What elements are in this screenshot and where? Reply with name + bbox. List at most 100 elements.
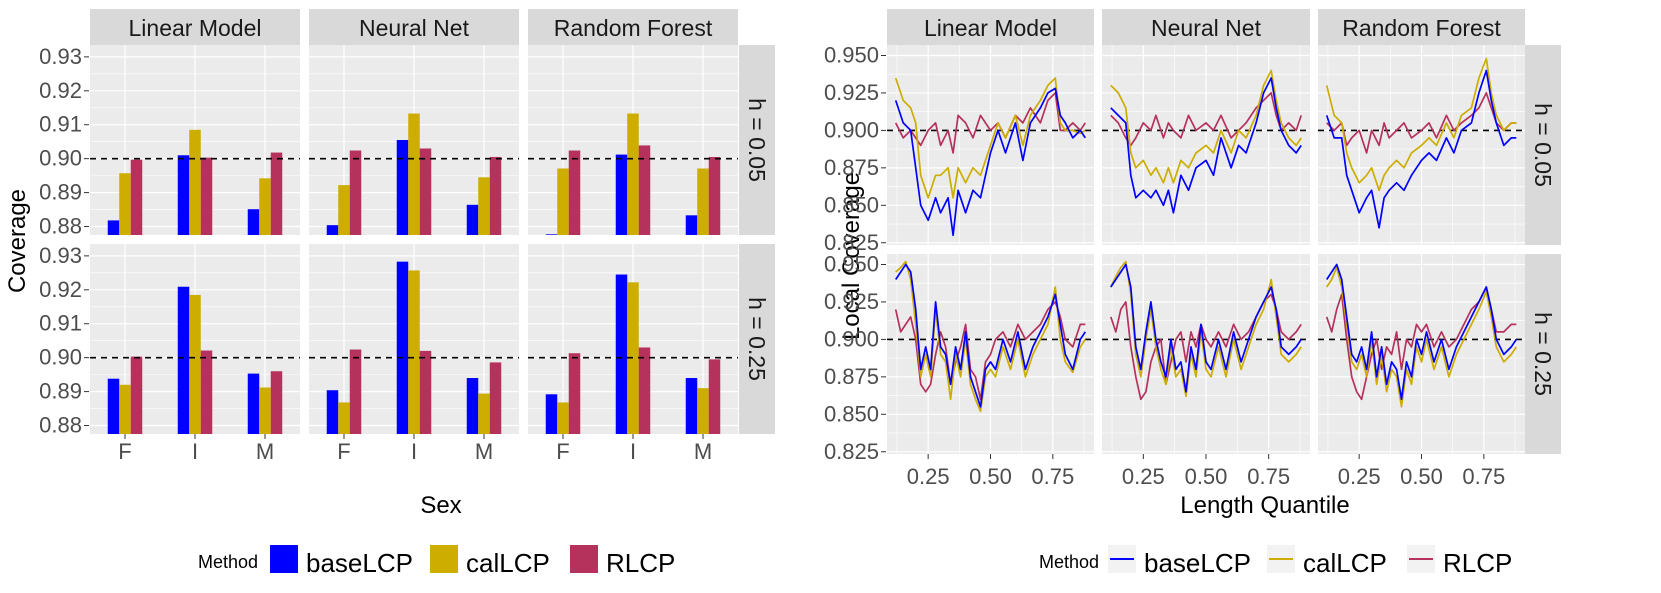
bar-callcp-f: [119, 384, 131, 434]
bar-callcp-m: [478, 177, 490, 235]
bar-rlcp-m: [270, 371, 283, 434]
bar-strip-col-label-linear-model: Linear Model: [129, 15, 262, 41]
bar-y-tick-label: 0.90: [39, 345, 82, 370]
bar-baselcp-f: [107, 220, 120, 235]
bar-callcp-i: [627, 113, 639, 235]
bar-strip-row-h-0-05: [739, 45, 775, 235]
line-series-baselcp: [894, 87, 1087, 237]
line-legend-title: Method: [1039, 552, 1099, 572]
line-legend-label-calLCP: calLCP: [1303, 548, 1387, 578]
line-y-tick-label: 0.900: [824, 326, 879, 351]
bar-y-tick-label: 0.88: [39, 413, 82, 438]
line-x-tick-label: 0.50: [969, 464, 1012, 489]
bar-callcp-m: [697, 168, 709, 235]
bar-rlcp-f: [130, 356, 143, 434]
line-x-tick-label: 0.50: [1185, 464, 1228, 489]
line-x-tick-label: 0.75: [1031, 464, 1074, 489]
bar-rlcp-i: [419, 148, 432, 235]
bar-panel-h-0-05-linear-model: [90, 45, 300, 235]
bar-baselcp-f: [326, 390, 339, 434]
line-panel-h-0-05-neural-net: [1102, 45, 1310, 245]
bar-rlcp-i: [200, 157, 213, 235]
line-panel-h-0-25-random-forest: 0.25 0.50 0.75: [1318, 254, 1525, 489]
bar-baselcp-f: [107, 378, 120, 434]
bar-baselcp-f: [326, 225, 339, 235]
bar-strip-col-label-neural-net: Neural Net: [359, 15, 470, 41]
line-x-tick-label: 0.75: [1462, 464, 1505, 489]
bar-x-tick-label-m: M: [256, 439, 274, 464]
line-x-tick-label: 0.25: [907, 464, 950, 489]
bar-rlcp-i: [419, 350, 432, 434]
line-x-axis-title: Length Quantile: [1180, 492, 1349, 519]
bar-strip-col-linear-model: [90, 9, 300, 45]
bar-callcp-m: [697, 388, 709, 434]
bar-y-axis-title: Coverage: [4, 189, 31, 293]
bar-y-tick-label: 0.89: [39, 379, 82, 404]
bar-rlcp-m: [489, 156, 502, 235]
bar-rlcp-f: [349, 150, 362, 235]
bar-y-tick-label: 0.89: [39, 180, 82, 205]
bar-rlcp-m: [489, 362, 502, 434]
bar-x-tick-label-f: F: [118, 439, 131, 464]
line-series-callcp: [1325, 57, 1517, 192]
bar-rlcp-f: [568, 353, 581, 434]
line-y-tick-label: 0.950: [824, 251, 879, 276]
bar-baselcp-i: [396, 140, 409, 235]
line-x-tick-label: 0.25: [1338, 464, 1381, 489]
line-panel-h-0-05-random-forest: [1318, 45, 1525, 245]
line-strip-col-neural-net: [1102, 9, 1310, 45]
line-series-baselcp: [1325, 263, 1518, 401]
bar-callcp-f: [557, 168, 569, 235]
line-y-tick-label: 0.825: [824, 230, 879, 255]
line-strip-row-h-0-05: [1525, 45, 1561, 245]
bar-facets: Linear Model Neural Net Random Forest h = 0…: [39, 9, 775, 464]
line-strip-col-label-random-forest: Random Forest: [1342, 15, 1501, 41]
bar-callcp-m: [478, 393, 490, 434]
bar-legend-label-RLCP: RLCP: [606, 548, 675, 578]
bar-baselcp-m: [466, 204, 479, 235]
bar-chart: Coverage Sex Method baseLCP calLCP RLCP …: [4, 9, 775, 578]
line-y-tick-label: 0.875: [824, 155, 879, 180]
bar-x-tick-label-m: M: [475, 439, 493, 464]
bar-callcp-f: [557, 402, 569, 434]
bar-panel-h-0-05-neural-net: [309, 45, 519, 235]
line-panel-h-0-25-neural-net: 0.25 0.50 0.75: [1102, 254, 1310, 489]
bar-baselcp-m: [466, 378, 479, 434]
bar-rlcp-m: [708, 156, 721, 235]
bar-rlcp-m: [708, 359, 721, 434]
bar-strip-col-label-random-forest: Random Forest: [554, 15, 713, 41]
line-panel-h-0-25-linear-model: 0.25 0.50 0.75: [887, 254, 1094, 489]
bar-baselcp-i: [615, 274, 628, 434]
line-chart: Local Coverage Length Quantile Method ba…: [824, 9, 1561, 578]
line-y-tick-label: 0.925: [824, 289, 879, 314]
bar-rlcp-f: [130, 159, 143, 235]
line-facets: Linear Model Neural Net Random Forest h = 0…: [824, 9, 1561, 489]
bar-strip-col-neural-net: [309, 9, 519, 45]
bar-baselcp-f: [545, 394, 558, 434]
line-y-tick-label: 0.925: [824, 80, 879, 105]
bar-rlcp-i: [638, 145, 651, 235]
bar-legend-key-RLCP: [570, 545, 598, 573]
line-series-rlcp: [1109, 293, 1302, 401]
bar-y-tick-label: 0.93: [39, 44, 82, 69]
bar-callcp-f: [338, 185, 350, 235]
line-strip-col-random-forest: [1318, 9, 1525, 45]
bar-baselcp-m: [685, 215, 698, 235]
line-y-axis-title: Local Coverage: [838, 172, 865, 340]
bar-rlcp-f: [568, 150, 581, 235]
line-strip-row-label-h-0-25: h = 0.25: [1530, 312, 1556, 396]
bar-baselcp-m: [247, 373, 260, 434]
line-x-tick-label: 0.50: [1400, 464, 1443, 489]
bar-y-tick-label: 0.92: [39, 277, 82, 302]
bar-baselcp-i: [615, 154, 628, 235]
bar-callcp-i: [189, 129, 201, 235]
bar-legend-title: Method: [198, 552, 258, 572]
bar-x-tick-label-i: I: [192, 439, 198, 464]
line-y-tick-label: 0.850: [824, 401, 879, 426]
bar-y-tick-label: 0.91: [39, 311, 82, 336]
line-x-tick-label: 0.25: [1122, 464, 1165, 489]
bar-x-tick-label-i: I: [630, 439, 636, 464]
bar-baselcp-m: [685, 378, 698, 434]
bar-callcp-m: [259, 178, 271, 235]
